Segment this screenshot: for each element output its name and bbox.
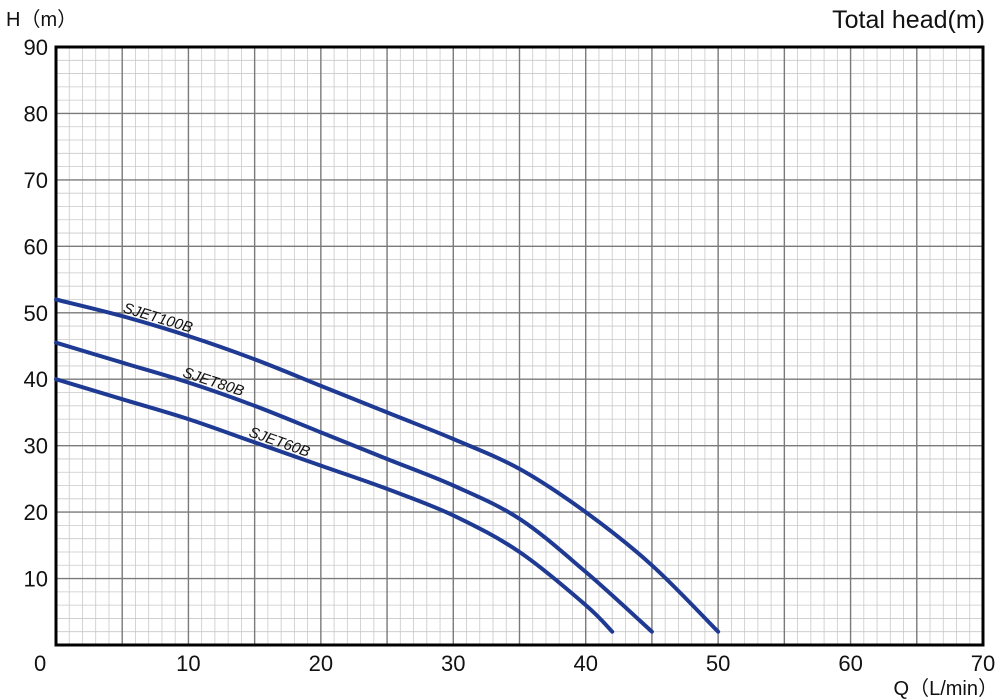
y-tick-labels: 10 20 30 40 50 60 70 80 90 xyxy=(24,35,48,592)
plot-frame xyxy=(54,45,985,647)
y-tick-label: 90 xyxy=(24,35,48,60)
y-tick-label: 70 xyxy=(24,168,48,193)
series-label: SJET80B xyxy=(181,364,247,400)
series-label: SJET60B xyxy=(247,424,312,461)
y-tick-label: 40 xyxy=(24,367,48,392)
y-tick-label: 20 xyxy=(24,500,48,525)
series-label: SJET100B xyxy=(121,300,195,337)
x-tick-label: 0 xyxy=(34,651,46,676)
x-tick-label: 60 xyxy=(838,651,862,676)
series-line xyxy=(54,340,654,634)
x-tick-label: 70 xyxy=(971,651,995,676)
y-tick-label: 50 xyxy=(24,301,48,326)
series-line xyxy=(54,377,615,634)
major-grid xyxy=(55,46,984,646)
y-tick-label: 60 xyxy=(24,234,48,259)
y-tick-label: 80 xyxy=(24,101,48,126)
x-tick-label: 20 xyxy=(309,651,333,676)
x-tick-labels: 0 10 20 30 40 50 60 70 xyxy=(34,651,995,676)
series-line xyxy=(54,297,721,634)
x-axis-title: Q（L/min） xyxy=(894,677,998,700)
chart-title: Total head(m) xyxy=(832,6,985,34)
y-axis-title: H（m） xyxy=(6,8,77,31)
x-tick-label: 50 xyxy=(706,651,730,676)
x-tick-label: 40 xyxy=(573,651,597,676)
x-tick-label: 30 xyxy=(441,651,465,676)
y-tick-label: 30 xyxy=(24,434,48,459)
y-tick-label: 10 xyxy=(24,567,48,592)
series-lines xyxy=(54,297,721,634)
x-tick-label: 10 xyxy=(176,651,200,676)
